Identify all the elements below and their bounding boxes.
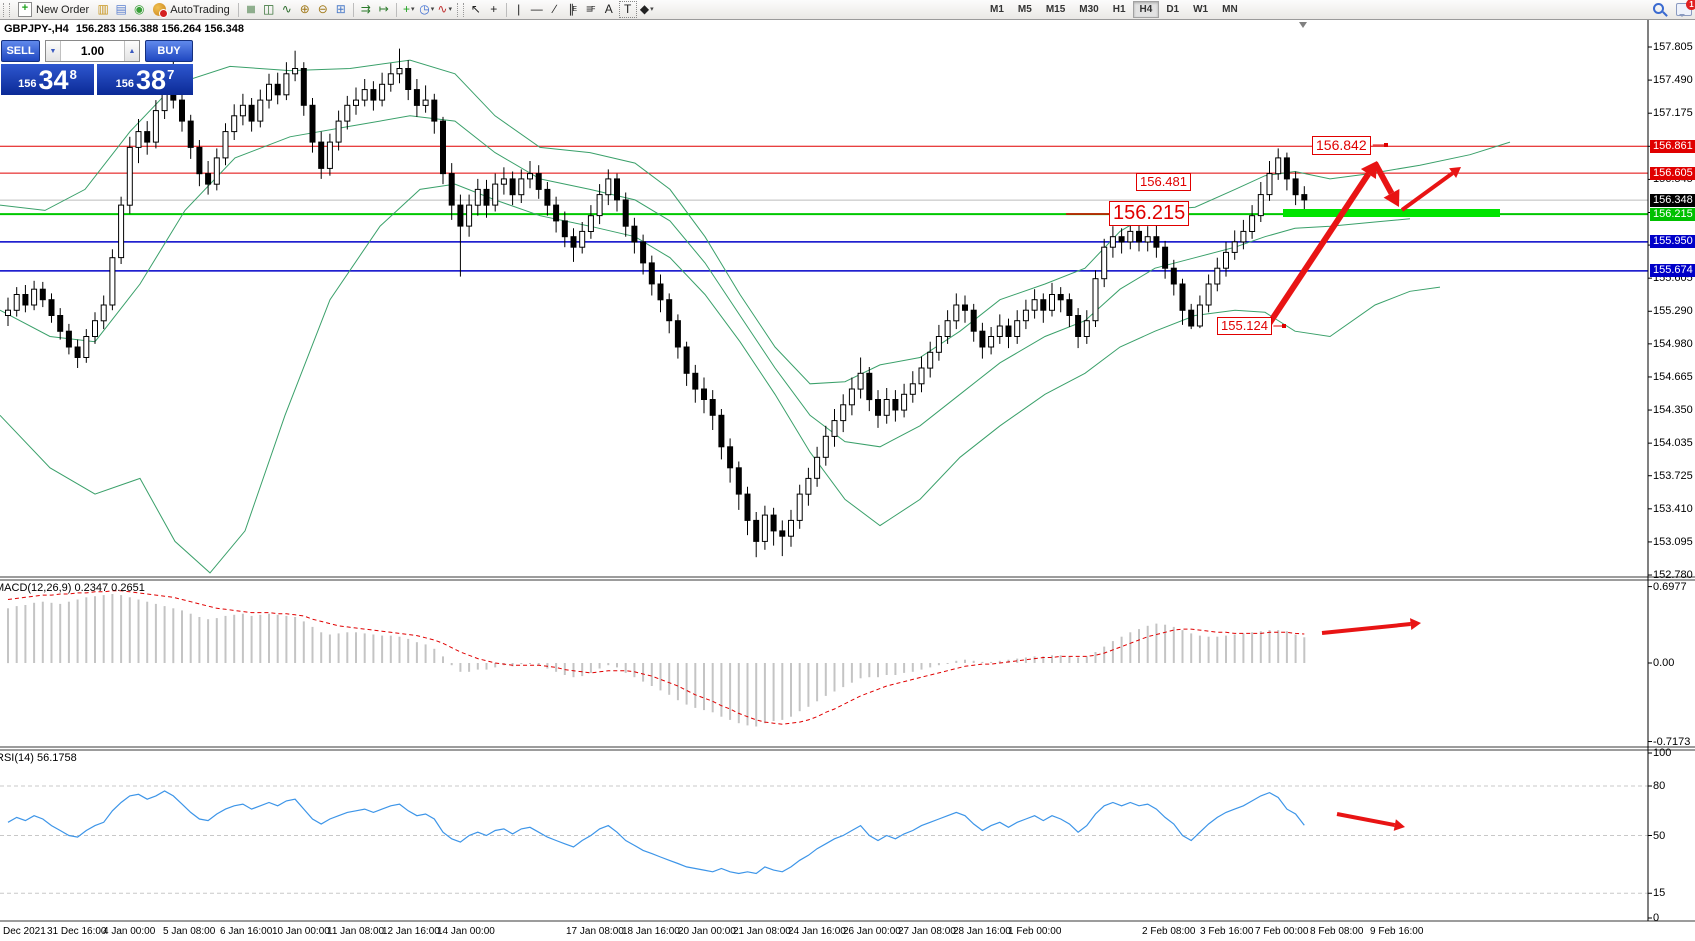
volume-decrease-button[interactable]: ▼ — [46, 41, 61, 61]
sell-price-point: 8 — [69, 67, 77, 82]
timeframe-button-m30[interactable]: M30 — [1079, 4, 1099, 15]
toolbar-drag-handle[interactable] — [456, 2, 464, 17]
buy-button[interactable]: BUY — [145, 40, 193, 62]
macd-indicator-label: MACD(12,26,9) 0.2347 0.2651 — [0, 582, 145, 594]
fibonacci-icon-letter: F — [591, 6, 596, 13]
bollinger-lower-band — [0, 183, 1441, 574]
profiles-icon-dropdown-caret[interactable]: ▾ — [430, 6, 435, 13]
bollinger-upper-band — [0, 59, 1511, 385]
timeframe-group: M1 M5 M15 M30 H1 H4 D1 W1 MN — [983, 1, 1245, 18]
text-label-icon[interactable]: T — [618, 1, 637, 18]
trendline-icon[interactable]: ∕ — [553, 2, 556, 16]
timeframe-button-w1[interactable]: W1 — [1193, 4, 1209, 15]
trend-arrow — [1260, 172, 1371, 335]
timeframe-button-h1[interactable]: H1 — [1112, 4, 1126, 15]
crosshair-icon[interactable]: + — [490, 2, 498, 16]
chart-symbol-period: GBPJPY-,H4 — [4, 23, 69, 35]
macd-histogram — [7, 594, 1306, 727]
toolbar-separator — [352, 2, 354, 17]
toolbar-separator — [505, 2, 507, 17]
annotation-anchor — [1282, 324, 1286, 328]
new-chart-icon[interactable]: + ▾ — [402, 2, 415, 16]
autotrading-icon — [153, 3, 169, 18]
equidistant-channel-icon-letter: E — [572, 6, 578, 13]
trend-arrow-head — [1383, 189, 1400, 207]
chart-shift-icon[interactable]: ↦ — [378, 2, 389, 16]
trend-arrow-head — [1449, 167, 1461, 178]
buy-price-display[interactable]: 156 38 7 — [97, 64, 193, 95]
autotrading-label: AutoTrading — [170, 3, 230, 16]
chat-icon[interactable]: 1 — [1676, 0, 1695, 17]
equidistant-channel-icon[interactable]: ∥ E — [568, 2, 578, 16]
vertical-line-icon[interactable]: | — [517, 2, 521, 16]
trend-arrow-head — [1393, 819, 1405, 831]
new-order-icon: + — [18, 2, 32, 17]
toolbar-separator — [395, 2, 397, 17]
cursor-icon[interactable]: ↖ — [470, 2, 481, 16]
zoom-out-icon[interactable]: ⊖ — [317, 2, 328, 16]
timeframe-button-m5[interactable]: M5 — [1017, 4, 1032, 15]
zoom-in-icon[interactable]: ⊕ — [299, 2, 310, 16]
text-icon[interactable]: A — [604, 2, 613, 16]
fibonacci-icon[interactable]: ≡ F — [586, 2, 596, 16]
new-order-button[interactable]: + New Order — [13, 1, 94, 18]
bar-chart-icon[interactable]: ≣ — [244, 4, 259, 15]
notification-badge: 1 — [1686, 0, 1695, 10]
one-click-trading-panel: SELL ▼ 1.00 ▲ BUY 156 34 8 156 38 7 — [1, 40, 193, 95]
data-window-icon[interactable]: ▤ — [115, 2, 127, 16]
horizontal-line-icon[interactable]: — — [530, 2, 543, 16]
annotation-anchor — [1384, 143, 1388, 147]
chart-title: GBPJPY-,H4 156.283 156.388 156.264 156.34… — [4, 23, 251, 35]
timeframe-button-mn[interactable]: MN — [1222, 4, 1238, 15]
signals-icon[interactable]: ◉ — [133, 2, 145, 16]
sell-button[interactable]: SELL — [1, 40, 40, 62]
macd-signal-line — [7, 590, 1305, 725]
search-icon[interactable] — [1652, 2, 1668, 17]
volume-spinner: ▼ 1.00 ▲ — [45, 40, 140, 62]
sell-price-pips: 34 — [38, 65, 69, 95]
auto-scroll-icon[interactable]: ⇉ — [360, 2, 371, 16]
trend-arrow — [1372, 161, 1395, 195]
rsi-line — [7, 790, 1305, 875]
sell-price-whole: 156 — [18, 78, 37, 90]
timeframe-button-m15[interactable]: M15 — [1045, 4, 1066, 15]
bollinger-middle-band — [0, 115, 1411, 448]
volume-increase-button[interactable]: ▲ — [124, 41, 139, 61]
toolbar-separator — [237, 2, 239, 17]
timeframe-button-d1[interactable]: D1 — [1166, 4, 1180, 15]
candlesticks — [5, 48, 1308, 558]
timeframe-button-m1[interactable]: M1 — [990, 4, 1004, 15]
trend-arrow — [1321, 622, 1411, 635]
sell-price-display[interactable]: 156 34 8 — [1, 64, 94, 95]
candlestick-icon[interactable]: ◫ — [263, 2, 275, 16]
arrows-icon[interactable]: ◆ ▾ — [639, 2, 654, 16]
timeframe-button-h4[interactable]: H4 — [1132, 1, 1160, 18]
trend-arrow — [1336, 812, 1396, 828]
line-chart-icon[interactable]: ∿ — [281, 2, 292, 16]
buy-price-point: 7 — [167, 67, 175, 82]
search-icon-handle — [1662, 11, 1668, 17]
rsi-indicator-label: RSI(14) 56.1758 — [0, 752, 77, 764]
arrows-icon-dropdown-caret[interactable]: ▾ — [650, 6, 654, 13]
toolbar: + New Order ▥ ▤ ◉ AutoTrading ≣ ◫ ∿ ⊕ ⊖ ⊞ ⇉ ↦ + ▾ ◷ ▾… — [0, 0, 1695, 20]
indicators-icon[interactable]: ∿ ▾ — [437, 2, 452, 16]
indicators-icon-dropdown-caret[interactable]: ▾ — [448, 6, 452, 13]
chart-ohlc-values: 156.283 156.388 156.264 156.348 — [75, 23, 245, 35]
toolbar-drag-handle[interactable] — [3, 2, 10, 17]
new-order-label: New Order — [36, 3, 90, 16]
profiles-icon[interactable]: ◷ ▾ — [419, 2, 435, 16]
chart-shift-marker — [1299, 22, 1307, 28]
trend-arrow — [1400, 171, 1454, 212]
trend-arrow-head — [1410, 618, 1421, 630]
volume-input[interactable]: 1.00 — [80, 44, 105, 58]
autotrading-button[interactable]: AutoTrading — [148, 1, 235, 18]
buy-price-pips: 38 — [136, 65, 167, 95]
buy-price-whole: 156 — [115, 78, 135, 90]
new-chart-icon-dropdown-caret[interactable]: ▾ — [410, 6, 415, 13]
search-icon-glass — [1653, 3, 1664, 14]
market-watch-icon[interactable]: ▥ — [97, 2, 109, 16]
green-zone-bar — [1283, 209, 1500, 217]
tile-windows-icon[interactable]: ⊞ — [335, 2, 346, 16]
